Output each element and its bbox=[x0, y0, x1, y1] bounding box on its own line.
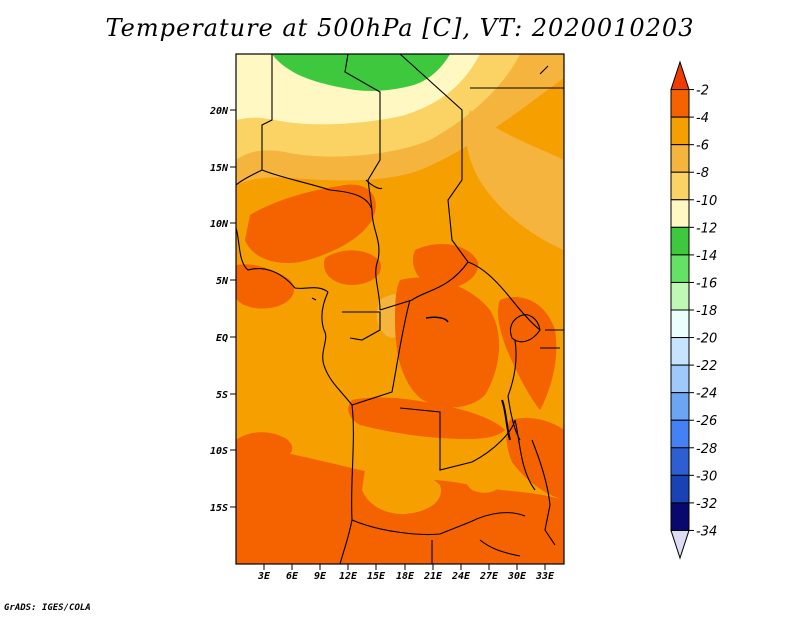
colorbar-swatch bbox=[670, 447, 690, 476]
patch-minus-4-west bbox=[245, 184, 376, 264]
y-tick-label: 5N bbox=[216, 276, 229, 287]
colorbar-swatch bbox=[670, 116, 690, 146]
x-tick-label: 21E bbox=[423, 571, 443, 582]
y-tick-label: 15S bbox=[210, 503, 228, 514]
colorbar-label: -14 bbox=[696, 249, 717, 264]
x-axis-labels: 3E 6E 9E 12E 15E 18E 21E 24E 27E 30E 33E bbox=[257, 571, 555, 582]
colorbar-swatch bbox=[670, 392, 690, 421]
x-tick-label: 24E bbox=[451, 571, 471, 582]
band-minus-14 bbox=[272, 54, 450, 91]
colorbar-swatch bbox=[670, 309, 690, 339]
x-tick-label: 15E bbox=[367, 571, 386, 582]
x-tick-label: 18E bbox=[396, 571, 415, 582]
colorbar-label: -22 bbox=[696, 359, 717, 374]
y-tick-label: 15N bbox=[210, 163, 229, 174]
colorbar-label: -16 bbox=[696, 276, 717, 291]
colorbar-label: -18 bbox=[696, 304, 717, 319]
y-tick-label: 5S bbox=[216, 390, 228, 401]
x-tick-label: 6E bbox=[286, 571, 299, 582]
colorbar-swatch bbox=[670, 171, 690, 201]
colorbar-label: -24 bbox=[696, 387, 717, 402]
colorbar-label: -12 bbox=[696, 221, 717, 236]
colorbar-swatch bbox=[670, 89, 690, 118]
colorbar-label: -10 bbox=[696, 194, 717, 209]
x-tick-label: 27E bbox=[479, 571, 499, 582]
colorbar-label: -34 bbox=[696, 524, 717, 539]
patch-minus-8-east bbox=[466, 110, 564, 250]
colorbar: -2 -4 -6 -8 -10 -12 -14 -16 -18 -20 -22 -24 -26 -28 -3… bbox=[670, 60, 717, 560]
colorbar-swatch bbox=[670, 144, 690, 173]
country-boundaries bbox=[236, 54, 564, 564]
y-axis-labels: 20N 15N 10N 5N EQ 5S 10S 15S bbox=[209, 106, 229, 514]
grads-credit: GrADS: IGES/COLA bbox=[4, 603, 91, 613]
x-tick-label: 9E bbox=[314, 571, 327, 582]
y-tick-label: EQ bbox=[216, 333, 228, 344]
colorbar-label: -28 bbox=[696, 442, 717, 457]
map-frame bbox=[235, 53, 565, 565]
colorbar-swatch bbox=[670, 281, 690, 311]
map-title: Temperature at 500hPa [C], VT: 202001020… bbox=[105, 14, 695, 42]
colorbar-label: -8 bbox=[696, 166, 709, 181]
y-tick-label: 20N bbox=[209, 106, 229, 117]
y-tick-label: 10N bbox=[210, 219, 229, 230]
y-tick-label: 10S bbox=[210, 446, 228, 457]
colorbar-label: -6 bbox=[696, 139, 709, 154]
colorbar-swatch bbox=[670, 419, 690, 449]
axis-ticks bbox=[230, 109, 546, 570]
x-tick-label: 30E bbox=[507, 571, 527, 582]
colorbar-label: -2 bbox=[696, 84, 709, 99]
x-tick-label: 3E bbox=[257, 571, 271, 582]
colorbar-label: -26 bbox=[696, 414, 717, 429]
colorbar-label: -32 bbox=[696, 497, 717, 512]
colorbar-swatch bbox=[670, 502, 690, 531]
patch-minus-4-center bbox=[395, 277, 500, 408]
colorbar-label: -4 bbox=[696, 111, 709, 126]
colorbar-swatch bbox=[670, 474, 690, 504]
colorbar-swatch bbox=[670, 254, 690, 283]
colorbar-bottom-arrow bbox=[670, 529, 690, 560]
temperature-field bbox=[236, 54, 564, 564]
x-tick-label: 33E bbox=[535, 571, 555, 582]
colorbar-label: -20 bbox=[696, 332, 717, 347]
colorbar-swatch bbox=[670, 337, 690, 366]
colorbar-top-arrow bbox=[670, 60, 690, 91]
colorbar-swatch bbox=[670, 226, 690, 256]
x-tick-label: 12E bbox=[339, 571, 358, 582]
colorbar-swatch bbox=[670, 199, 690, 228]
colorbar-swatch bbox=[670, 364, 690, 394]
colorbar-label: -30 bbox=[696, 469, 717, 484]
